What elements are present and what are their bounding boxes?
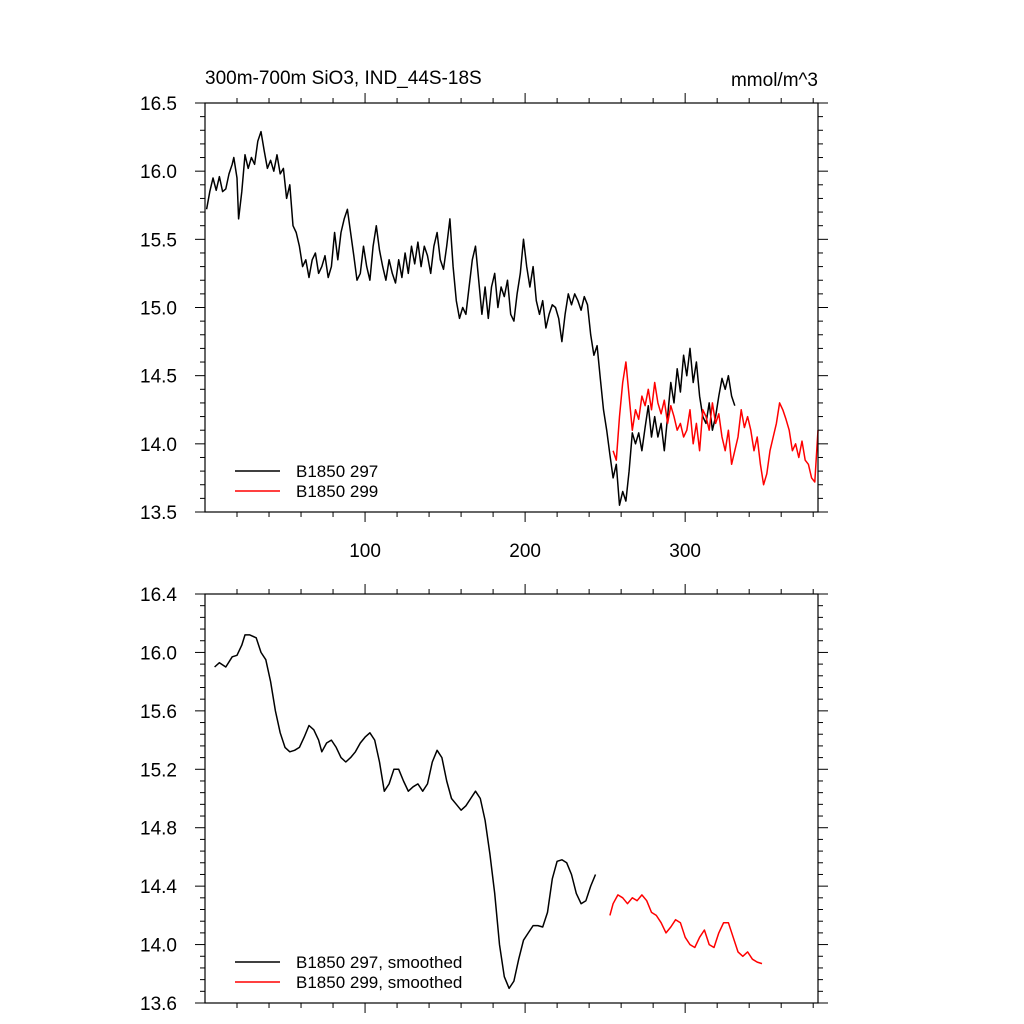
y-tick-label: 14.5 — [140, 367, 177, 388]
x-tick-label: 200 — [509, 541, 541, 562]
top-panel-frame — [204, 102, 819, 513]
top-panel-title: 300m-700m SiO3, IND_44S-18S — [205, 68, 482, 89]
y-tick-label: 15.0 — [140, 299, 177, 320]
series-line-b1850-297 — [205, 130, 736, 506]
x-tick-label: 300 — [669, 541, 701, 562]
bottom-panel-frame — [204, 593, 819, 1004]
legend-label-b1850-299-smoothed: B1850 299, smoothed — [296, 973, 462, 992]
legend-label-b1850-299: B1850 299 — [296, 482, 378, 501]
y-tick-label: 15.2 — [140, 760, 177, 781]
bottom-panel-ticks: 13.6 14.0 14.4 14.8 15.2 15.6 16.0 16.4 — [140, 584, 828, 1015]
y-tick-label: 16.0 — [140, 162, 177, 183]
bottom-panel-series — [214, 634, 763, 990]
y-tick-label: 14.0 — [140, 936, 177, 957]
top-panel-units: mmol/m^3 — [731, 70, 818, 91]
y-tick-label: 13.6 — [140, 994, 177, 1015]
legend-label-b1850-297: B1850 297 — [296, 462, 378, 481]
series-line-b1850-297-smoothed — [214, 634, 597, 990]
top-panel-ticks: 13.5 14.0 14.5 15.0 15.5 16.0 16.5 100 200 300 — [140, 93, 828, 562]
y-tick-label: 13.5 — [140, 503, 177, 524]
series-line-b1850-299-smoothed — [609, 894, 763, 965]
bottom-panel: 13.6 14.0 14.4 14.8 15.2 15.6 16.0 16.4 B1850 2… — [140, 584, 828, 1015]
top-panel-series — [205, 130, 819, 506]
legend-label-b1850-297-smoothed: B1850 297, smoothed — [296, 953, 462, 972]
y-tick-label: 14.8 — [140, 819, 177, 840]
y-tick-label: 15.6 — [140, 702, 177, 723]
y-tick-label: 16.0 — [140, 643, 177, 664]
series-line-b1850-299 — [612, 361, 819, 486]
x-tick-label: 100 — [349, 541, 381, 562]
y-tick-label: 14.0 — [140, 435, 177, 456]
y-tick-label: 15.5 — [140, 230, 177, 251]
top-panel: 300m-700m SiO3, IND_44S-18S mmol/m^3 13.… — [140, 68, 828, 562]
bottom-panel-legend: B1850 297, smoothed B1850 299, smoothed — [235, 953, 462, 992]
y-tick-label: 14.4 — [140, 877, 177, 898]
top-panel-legend: B1850 297 B1850 299 — [235, 462, 378, 501]
y-tick-label: 16.5 — [140, 94, 177, 115]
y-tick-label: 16.4 — [140, 585, 177, 606]
